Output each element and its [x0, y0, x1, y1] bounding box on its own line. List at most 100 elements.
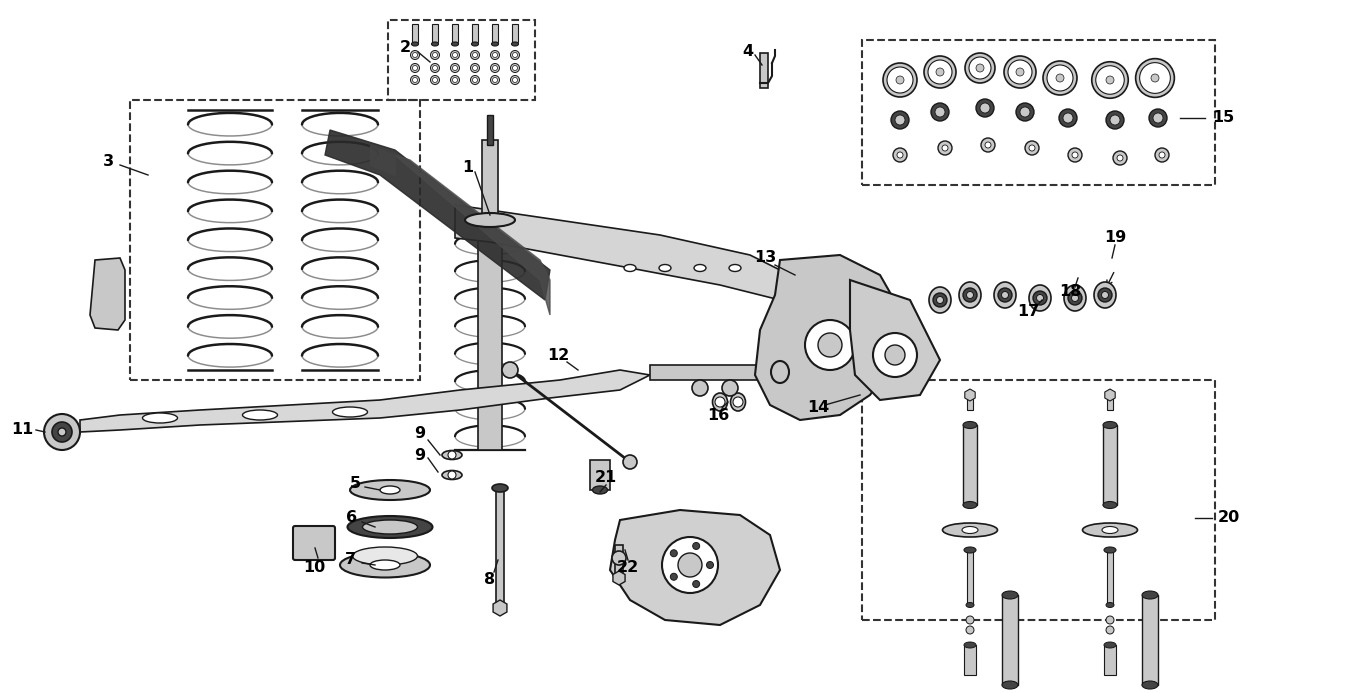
Circle shape [976, 64, 984, 72]
Circle shape [678, 553, 703, 577]
Ellipse shape [966, 602, 975, 608]
Bar [472, 24, 478, 42]
Bar [1107, 550, 1113, 605]
Circle shape [1020, 107, 1029, 117]
Circle shape [874, 333, 917, 377]
Circle shape [693, 581, 700, 588]
Ellipse shape [1094, 282, 1115, 308]
Circle shape [470, 51, 480, 60]
Circle shape [612, 551, 626, 565]
Circle shape [662, 537, 718, 593]
Text: 10: 10 [303, 561, 325, 575]
Circle shape [431, 76, 440, 85]
Circle shape [452, 78, 458, 82]
Circle shape [1002, 292, 1009, 299]
Circle shape [432, 78, 437, 82]
Polygon shape [90, 258, 124, 330]
Circle shape [887, 67, 913, 93]
Circle shape [1155, 148, 1169, 162]
Ellipse shape [729, 265, 741, 272]
Ellipse shape [994, 282, 1016, 308]
Bar [411, 24, 418, 42]
Circle shape [491, 76, 499, 85]
Circle shape [413, 78, 417, 82]
Ellipse shape [340, 552, 431, 577]
Circle shape [452, 66, 458, 71]
Circle shape [934, 293, 947, 307]
Bar [966, 395, 973, 410]
Circle shape [410, 51, 420, 60]
Circle shape [492, 78, 498, 82]
Ellipse shape [930, 287, 951, 313]
Text: 9: 9 [414, 448, 425, 462]
Ellipse shape [962, 527, 977, 534]
Bar [1107, 395, 1113, 410]
Circle shape [884, 345, 905, 365]
Ellipse shape [964, 547, 976, 553]
Circle shape [1043, 61, 1077, 95]
Circle shape [670, 573, 677, 580]
Circle shape [451, 51, 459, 60]
Text: 3: 3 [103, 155, 113, 170]
Circle shape [448, 471, 457, 479]
Circle shape [965, 53, 995, 83]
Circle shape [1150, 109, 1167, 127]
Polygon shape [755, 255, 899, 420]
Bar [591, 460, 610, 490]
Circle shape [1102, 292, 1109, 299]
Circle shape [998, 288, 1012, 302]
Circle shape [722, 380, 738, 396]
Circle shape [44, 414, 81, 450]
Circle shape [451, 76, 459, 85]
Bar [1103, 425, 1117, 505]
Circle shape [413, 53, 417, 58]
Circle shape [473, 66, 477, 71]
Text: 12: 12 [547, 347, 569, 362]
Bar [966, 550, 973, 605]
Ellipse shape [442, 450, 462, 459]
Circle shape [1068, 148, 1083, 162]
Circle shape [962, 288, 977, 302]
Circle shape [895, 115, 905, 125]
Circle shape [1025, 141, 1039, 155]
Circle shape [1003, 56, 1036, 88]
Bar [962, 425, 977, 505]
FancyBboxPatch shape [293, 526, 335, 560]
Circle shape [448, 451, 457, 459]
Ellipse shape [659, 265, 671, 272]
Circle shape [513, 53, 518, 58]
Circle shape [510, 51, 519, 60]
Circle shape [1092, 62, 1128, 98]
Circle shape [432, 66, 437, 71]
Ellipse shape [942, 523, 998, 537]
Circle shape [470, 64, 480, 73]
Circle shape [57, 428, 66, 436]
Bar [513, 24, 518, 42]
Circle shape [1110, 115, 1120, 125]
Ellipse shape [712, 393, 727, 411]
Ellipse shape [1106, 602, 1114, 608]
Ellipse shape [1103, 502, 1117, 509]
Bar [964, 645, 976, 675]
Circle shape [928, 60, 951, 84]
Circle shape [510, 64, 519, 73]
Ellipse shape [1103, 421, 1117, 428]
Text: 8: 8 [484, 572, 496, 588]
Text: 11: 11 [11, 423, 33, 437]
Circle shape [895, 76, 904, 84]
Circle shape [452, 53, 458, 58]
Circle shape [1106, 76, 1114, 84]
Circle shape [715, 397, 725, 407]
Circle shape [1113, 151, 1126, 165]
Text: 22: 22 [617, 561, 640, 575]
Bar [863, 380, 1215, 620]
Circle shape [1098, 288, 1111, 302]
Circle shape [969, 57, 991, 79]
Bar [452, 24, 458, 42]
Circle shape [980, 103, 990, 113]
Bar [760, 53, 768, 88]
Ellipse shape [472, 42, 478, 46]
Circle shape [410, 64, 420, 73]
Bar [863, 40, 1215, 185]
Ellipse shape [347, 516, 432, 538]
